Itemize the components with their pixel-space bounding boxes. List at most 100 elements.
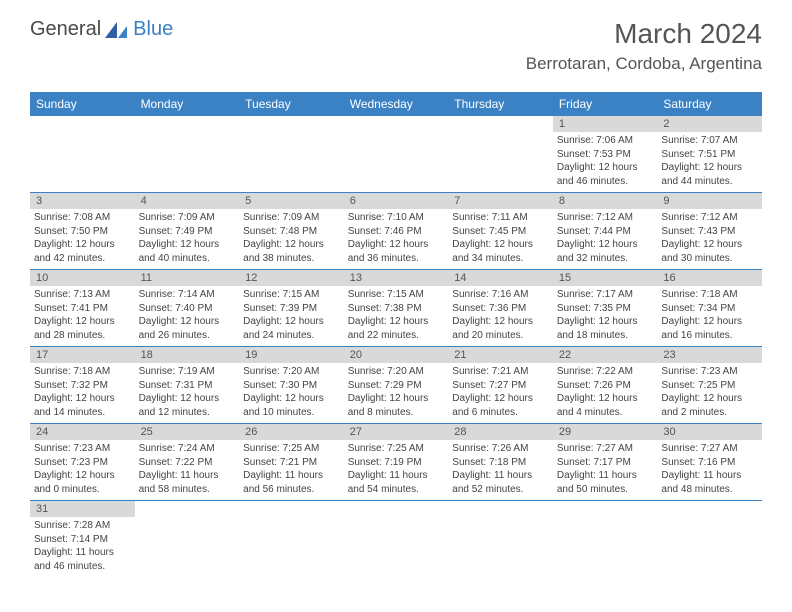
day-cell: 5Sunrise: 7:09 AMSunset: 7:48 PMDaylight… xyxy=(239,193,344,270)
day-number: 8 xyxy=(553,193,658,209)
day-line-daylight1: Daylight: 12 hours xyxy=(348,238,445,252)
day-line-daylight1: Daylight: 11 hours xyxy=(661,469,758,483)
day-line-daylight1: Daylight: 12 hours xyxy=(452,315,549,329)
day-line-daylight1: Daylight: 12 hours xyxy=(34,392,131,406)
day-body: Sunrise: 7:25 AMSunset: 7:19 PMDaylight:… xyxy=(344,440,449,500)
day-line-daylight1: Daylight: 12 hours xyxy=(557,161,654,175)
day-cell: 3Sunrise: 7:08 AMSunset: 7:50 PMDaylight… xyxy=(30,193,135,270)
day-body: Sunrise: 7:26 AMSunset: 7:18 PMDaylight:… xyxy=(448,440,553,500)
day-number: 11 xyxy=(135,270,240,286)
day-line-sunrise: Sunrise: 7:21 AM xyxy=(452,365,549,379)
dow-cell: Sunday xyxy=(30,92,135,116)
day-line-sunset: Sunset: 7:51 PM xyxy=(661,148,758,162)
day-body: Sunrise: 7:17 AMSunset: 7:35 PMDaylight:… xyxy=(553,286,658,346)
day-body: Sunrise: 7:25 AMSunset: 7:21 PMDaylight:… xyxy=(239,440,344,500)
day-line-daylight1: Daylight: 12 hours xyxy=(557,315,654,329)
location-label: Berrotaran, Cordoba, Argentina xyxy=(526,54,762,74)
day-line-daylight1: Daylight: 12 hours xyxy=(661,315,758,329)
day-line-daylight2: and 6 minutes. xyxy=(452,406,549,420)
day-body: Sunrise: 7:12 AMSunset: 7:44 PMDaylight:… xyxy=(553,209,658,269)
day-line-daylight2: and 12 minutes. xyxy=(139,406,236,420)
day-number: 18 xyxy=(135,347,240,363)
day-line-daylight2: and 2 minutes. xyxy=(661,406,758,420)
day-line-daylight1: Daylight: 11 hours xyxy=(348,469,445,483)
day-number: 31 xyxy=(30,501,135,517)
day-line-sunset: Sunset: 7:21 PM xyxy=(243,456,340,470)
weeks-container: 1Sunrise: 7:06 AMSunset: 7:53 PMDaylight… xyxy=(30,116,762,577)
day-number: 30 xyxy=(657,424,762,440)
day-line-sunrise: Sunrise: 7:20 AM xyxy=(348,365,445,379)
day-body: Sunrise: 7:24 AMSunset: 7:22 PMDaylight:… xyxy=(135,440,240,500)
day-line-daylight2: and 34 minutes. xyxy=(452,252,549,266)
calendar: SundayMondayTuesdayWednesdayThursdayFrid… xyxy=(30,92,762,577)
day-body: Sunrise: 7:07 AMSunset: 7:51 PMDaylight:… xyxy=(657,132,762,192)
day-line-sunset: Sunset: 7:41 PM xyxy=(34,302,131,316)
day-line-daylight1: Daylight: 12 hours xyxy=(243,315,340,329)
week-row: 10Sunrise: 7:13 AMSunset: 7:41 PMDayligh… xyxy=(30,270,762,347)
day-line-daylight1: Daylight: 12 hours xyxy=(661,161,758,175)
day-line-daylight2: and 44 minutes. xyxy=(661,175,758,189)
day-line-sunrise: Sunrise: 7:25 AM xyxy=(243,442,340,456)
day-line-sunrise: Sunrise: 7:23 AM xyxy=(661,365,758,379)
day-line-daylight1: Daylight: 11 hours xyxy=(452,469,549,483)
day-line-daylight2: and 46 minutes. xyxy=(34,560,131,574)
day-number: 13 xyxy=(344,270,449,286)
day-line-sunset: Sunset: 7:30 PM xyxy=(243,379,340,393)
day-body: Sunrise: 7:14 AMSunset: 7:40 PMDaylight:… xyxy=(135,286,240,346)
day-line-sunrise: Sunrise: 7:18 AM xyxy=(34,365,131,379)
week-row: 1Sunrise: 7:06 AMSunset: 7:53 PMDaylight… xyxy=(30,116,762,193)
day-cell xyxy=(448,116,553,193)
day-line-sunrise: Sunrise: 7:11 AM xyxy=(452,211,549,225)
day-cell xyxy=(657,501,762,577)
day-line-daylight2: and 46 minutes. xyxy=(557,175,654,189)
day-line-daylight2: and 40 minutes. xyxy=(139,252,236,266)
day-body: Sunrise: 7:06 AMSunset: 7:53 PMDaylight:… xyxy=(553,132,658,192)
day-line-daylight2: and 28 minutes. xyxy=(34,329,131,343)
day-line-daylight2: and 24 minutes. xyxy=(243,329,340,343)
day-number: 9 xyxy=(657,193,762,209)
logo-text-2: Blue xyxy=(133,18,173,41)
day-line-daylight1: Daylight: 12 hours xyxy=(34,238,131,252)
dow-cell: Tuesday xyxy=(239,92,344,116)
day-line-daylight2: and 16 minutes. xyxy=(661,329,758,343)
day-number: 19 xyxy=(239,347,344,363)
week-row: 3Sunrise: 7:08 AMSunset: 7:50 PMDaylight… xyxy=(30,193,762,270)
day-line-daylight1: Daylight: 11 hours xyxy=(34,546,131,560)
day-line-sunrise: Sunrise: 7:24 AM xyxy=(139,442,236,456)
day-cell: 15Sunrise: 7:17 AMSunset: 7:35 PMDayligh… xyxy=(553,270,658,347)
day-line-sunrise: Sunrise: 7:20 AM xyxy=(243,365,340,379)
day-line-sunrise: Sunrise: 7:27 AM xyxy=(557,442,654,456)
day-line-sunrise: Sunrise: 7:06 AM xyxy=(557,134,654,148)
day-line-daylight1: Daylight: 11 hours xyxy=(243,469,340,483)
day-line-daylight2: and 10 minutes. xyxy=(243,406,340,420)
day-body: Sunrise: 7:16 AMSunset: 7:36 PMDaylight:… xyxy=(448,286,553,346)
day-line-daylight2: and 22 minutes. xyxy=(348,329,445,343)
day-number: 4 xyxy=(135,193,240,209)
day-cell xyxy=(135,501,240,577)
day-cell xyxy=(135,116,240,193)
day-body: Sunrise: 7:09 AMSunset: 7:49 PMDaylight:… xyxy=(135,209,240,269)
day-line-daylight2: and 42 minutes. xyxy=(34,252,131,266)
day-line-daylight1: Daylight: 12 hours xyxy=(661,238,758,252)
day-body: Sunrise: 7:08 AMSunset: 7:50 PMDaylight:… xyxy=(30,209,135,269)
day-line-sunrise: Sunrise: 7:12 AM xyxy=(661,211,758,225)
day-line-sunset: Sunset: 7:49 PM xyxy=(139,225,236,239)
day-body: Sunrise: 7:28 AMSunset: 7:14 PMDaylight:… xyxy=(30,517,135,577)
week-row: 31Sunrise: 7:28 AMSunset: 7:14 PMDayligh… xyxy=(30,501,762,577)
header: General Blue March 2024 Berrotaran, Cord… xyxy=(0,0,792,82)
day-cell: 7Sunrise: 7:11 AMSunset: 7:45 PMDaylight… xyxy=(448,193,553,270)
day-cell xyxy=(30,116,135,193)
day-body: Sunrise: 7:27 AMSunset: 7:17 PMDaylight:… xyxy=(553,440,658,500)
day-line-sunset: Sunset: 7:35 PM xyxy=(557,302,654,316)
day-body: Sunrise: 7:18 AMSunset: 7:34 PMDaylight:… xyxy=(657,286,762,346)
day-body: Sunrise: 7:22 AMSunset: 7:26 PMDaylight:… xyxy=(553,363,658,423)
day-body: Sunrise: 7:18 AMSunset: 7:32 PMDaylight:… xyxy=(30,363,135,423)
day-line-daylight2: and 36 minutes. xyxy=(348,252,445,266)
day-line-daylight1: Daylight: 12 hours xyxy=(348,315,445,329)
day-line-sunrise: Sunrise: 7:08 AM xyxy=(34,211,131,225)
day-line-daylight2: and 4 minutes. xyxy=(557,406,654,420)
day-number: 22 xyxy=(553,347,658,363)
day-body: Sunrise: 7:21 AMSunset: 7:27 PMDaylight:… xyxy=(448,363,553,423)
day-cell xyxy=(344,116,449,193)
day-line-daylight2: and 54 minutes. xyxy=(348,483,445,497)
